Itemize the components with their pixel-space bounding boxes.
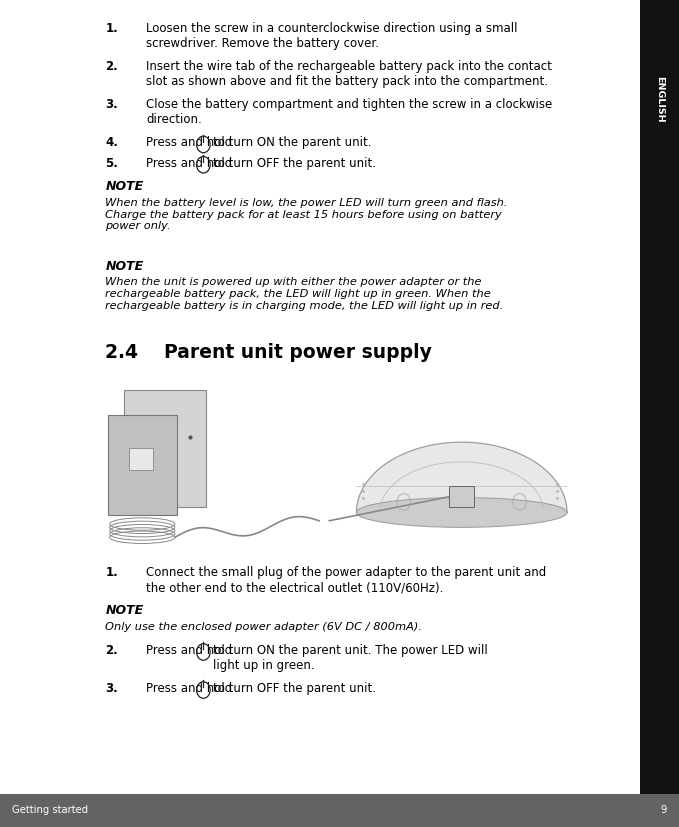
- Text: NOTE: NOTE: [105, 180, 143, 194]
- Text: Press and hold: Press and hold: [146, 682, 236, 695]
- Text: Only use the enclosed power adapter (6V DC / 800mA).: Only use the enclosed power adapter (6V …: [105, 622, 422, 632]
- Text: ENGLISH: ENGLISH: [655, 76, 664, 122]
- Text: to turn OFF the parent unit.: to turn OFF the parent unit.: [213, 157, 376, 170]
- Text: Connect the small plug of the power adapter to the parent unit and
the other end: Connect the small plug of the power adap…: [146, 566, 546, 595]
- FancyBboxPatch shape: [108, 415, 177, 515]
- Text: Getting started: Getting started: [12, 805, 88, 815]
- Text: Press and hold: Press and hold: [146, 136, 236, 150]
- Text: 2.: 2.: [105, 644, 118, 657]
- FancyBboxPatch shape: [0, 794, 679, 827]
- FancyBboxPatch shape: [129, 448, 153, 471]
- Text: 5.: 5.: [105, 157, 118, 170]
- Text: 9: 9: [661, 805, 667, 815]
- Text: When the unit is powered up with either the power adapter or the
rechargeable ba: When the unit is powered up with either …: [105, 278, 504, 311]
- Text: Press and hold: Press and hold: [146, 157, 236, 170]
- Text: to turn ON the parent unit.: to turn ON the parent unit.: [213, 136, 371, 150]
- FancyBboxPatch shape: [105, 372, 626, 558]
- FancyBboxPatch shape: [124, 390, 206, 507]
- Text: NOTE: NOTE: [105, 605, 143, 617]
- Text: When the battery level is low, the power LED will turn green and flash.
Charge t: When the battery level is low, the power…: [105, 198, 508, 232]
- Text: NOTE: NOTE: [105, 260, 143, 273]
- Text: 3.: 3.: [105, 98, 118, 112]
- Text: 1.: 1.: [105, 22, 118, 36]
- FancyBboxPatch shape: [449, 485, 474, 507]
- Polygon shape: [356, 442, 567, 513]
- Text: Loosen the screw in a counterclockwise direction using a small
screwdriver. Remo: Loosen the screw in a counterclockwise d…: [146, 22, 517, 50]
- FancyBboxPatch shape: [640, 0, 679, 794]
- Text: to turn OFF the parent unit.: to turn OFF the parent unit.: [213, 682, 376, 695]
- Text: Press and hold: Press and hold: [146, 644, 236, 657]
- Text: to turn ON the parent unit. The power LED will
light up in green.: to turn ON the parent unit. The power LE…: [213, 644, 488, 672]
- Ellipse shape: [356, 498, 567, 528]
- Text: Insert the wire tab of the rechargeable battery pack into the contact
slot as sh: Insert the wire tab of the rechargeable …: [146, 60, 552, 88]
- Text: 2.: 2.: [105, 60, 118, 74]
- Text: Close the battery compartment and tighten the screw in a clockwise
direction.: Close the battery compartment and tighte…: [146, 98, 552, 127]
- Text: 3.: 3.: [105, 682, 118, 695]
- Text: 2.4    Parent unit power supply: 2.4 Parent unit power supply: [105, 343, 432, 362]
- Text: 1.: 1.: [105, 566, 118, 579]
- Text: 4.: 4.: [105, 136, 118, 150]
